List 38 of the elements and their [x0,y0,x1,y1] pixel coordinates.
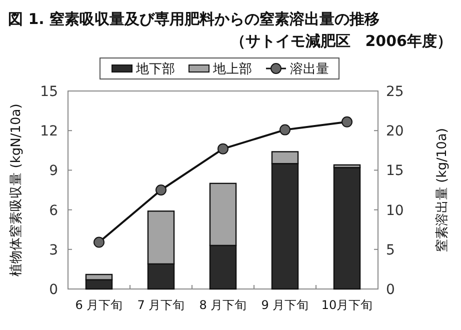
y-tick-label: 0 [49,282,58,298]
y2-tick-label: 10 [386,202,404,219]
y-tick-label: 6 [49,202,58,219]
bar [147,263,175,290]
y2-tick-label: 5 [386,242,395,258]
y2-tick-label: 15 [386,163,404,180]
point [342,116,352,128]
y-tick-label: 15 [40,84,58,100]
bar [271,163,299,290]
point [94,236,104,248]
bar [333,166,361,290]
bar [147,210,175,265]
chart-title: 図 1. 窒素吸収量及び専用肥料からの窒素溶出量の推移 [8,10,380,28]
legend-label: 溶出量 [290,61,329,77]
y-tick-label: 9 [49,163,58,180]
y-axis-title: 植物体窒素吸収量 (kgN/10a) [8,104,24,276]
legend-label: 地上部 [212,62,252,77]
y-tick-label: 12 [40,124,58,140]
y2-tick-label: 20 [386,124,404,140]
y2-tick-label: 0 [386,282,395,298]
point [156,184,166,196]
bar [333,164,361,168]
y-tick-label: 3 [49,242,58,258]
point [280,124,290,136]
x-tick-label: 8 月下旬 [199,298,247,312]
bar [271,151,299,164]
point [218,143,228,154]
bar [85,274,113,280]
bar [209,182,237,246]
y2-tick-label: 25 [386,84,404,100]
chart-subtitle: （サトイモ減肥区 2006年度） [230,32,452,50]
x-tick-label: 10月下旬 [321,298,373,312]
x-tick-label: 9 月下旬 [261,298,309,312]
legend-label: 地下部 [135,62,175,77]
bar [209,244,237,290]
y2-axis-title: 窒素溶出量 (kg/10a) [434,128,450,252]
x-tick-label: 6 月下旬 [75,298,123,312]
x-tick-label: 7 月下旬 [137,298,185,312]
